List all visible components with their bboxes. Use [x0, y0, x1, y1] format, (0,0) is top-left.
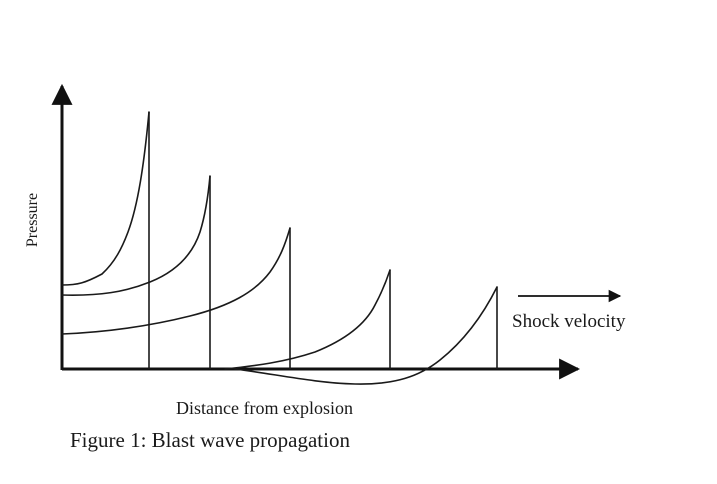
wave-profile-1 [61, 111, 150, 286]
wave-profile-2 [61, 175, 211, 296]
wave-profile-4 [224, 269, 391, 370]
wave-profile-5 [234, 286, 498, 385]
y-axis-label: Pressure [24, 193, 41, 247]
x-axis-label: Distance from explosion [176, 398, 353, 418]
wave-profile-3 [61, 227, 291, 335]
shock-velocity-label: Shock velocity [512, 311, 626, 332]
figure-caption: Figure 1: Blast wave propagation [70, 428, 350, 452]
